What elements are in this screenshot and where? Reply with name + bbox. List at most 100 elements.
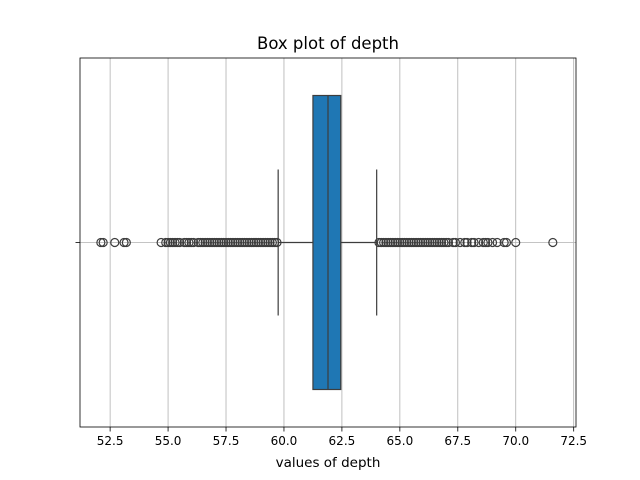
- axes: 52.5 55.0 57.5 60.0 62.5 65.0 67.5 70.0 72.5: [75, 57, 587, 448]
- outlier-point: [436, 237, 447, 248]
- outlier-point: [395, 237, 405, 248]
- outlier-point: [404, 237, 414, 248]
- outlier-point: [212, 237, 222, 248]
- outlier-point: [443, 237, 454, 248]
- outlier-point: [202, 237, 213, 248]
- outlier-point: [188, 237, 199, 248]
- outlier-point: [413, 237, 423, 248]
- outlier-point: [265, 237, 275, 248]
- outlier-point: [239, 237, 250, 248]
- outlier-point: [121, 237, 131, 248]
- outlier-point: [487, 237, 498, 248]
- outlier-point: [272, 237, 282, 248]
- outlier-point: [235, 237, 245, 248]
- x-tick-label: 62.5: [329, 434, 356, 448]
- outlier-point: [450, 237, 461, 248]
- outlier-point: [184, 237, 194, 248]
- box-plot: [277, 94, 378, 391]
- outlier-point: [156, 237, 166, 248]
- outlier-point: [168, 237, 178, 248]
- outlier-point: [439, 237, 449, 248]
- chart-title: Box plot of depth: [257, 34, 399, 53]
- outlier-point: [448, 237, 458, 248]
- outlier-point: [237, 237, 247, 248]
- outlier-point: [501, 237, 512, 248]
- outlier-point: [423, 237, 433, 248]
- outlier-point: [233, 237, 243, 248]
- x-tick-label: 57.5: [213, 434, 240, 448]
- outlier-point: [223, 237, 233, 248]
- outlier-point: [397, 237, 407, 248]
- outlier-point: [399, 237, 410, 248]
- outlier-point: [420, 237, 430, 248]
- outlier-point: [469, 237, 479, 248]
- outlier-point: [455, 237, 465, 248]
- outlier-point: [383, 237, 393, 248]
- x-axis-label: values of depth: [276, 455, 381, 471]
- outlier-point: [376, 237, 386, 248]
- outlier-point: [478, 237, 488, 248]
- outlier-point: [385, 237, 396, 248]
- outlier-point: [430, 237, 440, 248]
- outlier-point: [195, 237, 206, 248]
- outlier-point: [263, 237, 273, 248]
- outlier-point: [209, 237, 220, 248]
- outlier-point: [172, 237, 182, 248]
- outlier-point: [200, 237, 210, 248]
- outlier-point: [251, 237, 261, 248]
- outlier-point: [392, 237, 403, 248]
- outlier-point: [379, 237, 389, 248]
- x-tick-label: 70.0: [502, 434, 529, 448]
- outlier-point: [198, 237, 208, 248]
- outlier-point: [216, 237, 226, 248]
- outlier-point: [492, 237, 502, 248]
- outlier-point: [406, 237, 417, 248]
- outlier-point: [179, 237, 189, 248]
- outlier-point: [402, 237, 412, 248]
- outlier-point: [388, 237, 398, 248]
- outlier-point: [270, 237, 280, 248]
- outlier-point: [511, 237, 521, 248]
- outlier-point: [186, 237, 196, 248]
- outlier-point: [267, 237, 277, 248]
- outlier-point: [249, 237, 259, 248]
- outlier-point: [228, 237, 238, 248]
- outlier-point: [390, 237, 400, 248]
- outlier-point: [427, 237, 437, 248]
- x-tick-label: 55.0: [155, 434, 182, 448]
- outlier-point: [253, 237, 264, 248]
- outlier-point: [258, 237, 268, 248]
- outliers: [96, 237, 558, 248]
- outlier-point: [460, 237, 470, 248]
- outlier-point: [381, 237, 391, 248]
- outlier-point: [161, 237, 171, 248]
- outlier-point: [474, 237, 484, 248]
- outlier-point: [467, 237, 477, 248]
- outlier-point: [165, 237, 175, 248]
- outlier-point: [221, 237, 231, 248]
- outlier-point: [98, 237, 108, 248]
- outlier-point: [411, 237, 421, 248]
- outlier-point: [260, 237, 271, 248]
- outlier-point: [374, 237, 384, 248]
- outlier-point: [499, 237, 509, 248]
- outlier-point: [163, 237, 173, 248]
- outlier-point: [246, 237, 257, 248]
- outlier-point: [205, 237, 215, 248]
- outlier-point: [214, 237, 224, 248]
- x-tick-label: 65.0: [386, 434, 413, 448]
- outlier-point: [230, 237, 240, 248]
- outlier-point: [242, 237, 252, 248]
- outlier-point: [182, 237, 192, 248]
- outlier-point: [409, 237, 419, 248]
- outlier-point: [481, 237, 491, 248]
- outlier-point: [441, 237, 451, 248]
- x-tick-label: 67.5: [444, 434, 471, 448]
- x-tick-label: 60.0: [271, 434, 298, 448]
- outlier-point: [193, 237, 203, 248]
- outlier-point: [175, 237, 185, 248]
- outlier-point: [119, 237, 129, 248]
- outlier-point: [434, 237, 444, 248]
- outlier-point: [96, 237, 106, 248]
